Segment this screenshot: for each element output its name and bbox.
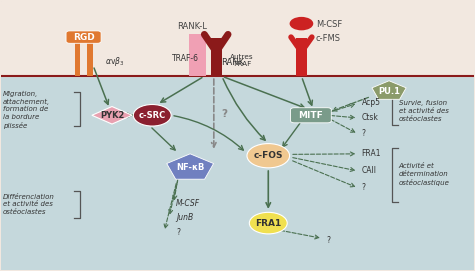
Polygon shape <box>92 107 132 124</box>
Text: Survie, fusion
et activité des
ostéoclastes: Survie, fusion et activité des ostéoclas… <box>399 101 448 122</box>
Text: MITF: MITF <box>298 111 323 120</box>
Text: ?: ? <box>361 183 366 192</box>
FancyBboxPatch shape <box>291 108 331 123</box>
Text: ?: ? <box>176 228 180 237</box>
Text: RANK: RANK <box>221 58 244 67</box>
Text: NF-κB: NF-κB <box>176 163 204 172</box>
Text: Autres
TRAF: Autres TRAF <box>230 53 254 66</box>
Text: TRAF-6: TRAF-6 <box>172 54 199 63</box>
Bar <box>210 38 222 76</box>
Text: ?: ? <box>221 109 227 119</box>
Text: Différenciation
et activité des
ostéoclastes: Différenciation et activité des ostéocla… <box>3 193 55 215</box>
Polygon shape <box>167 154 214 179</box>
Text: CAII: CAII <box>361 166 377 175</box>
Text: RGD: RGD <box>73 33 95 41</box>
Text: M-CSF: M-CSF <box>176 199 200 208</box>
Text: FRA1: FRA1 <box>255 219 281 228</box>
Bar <box>0 1 475 76</box>
Text: M-CSF: M-CSF <box>316 20 342 29</box>
Text: ?: ? <box>361 129 366 138</box>
Text: c-SRC: c-SRC <box>139 111 166 120</box>
Text: Migration,
attachement,
formation de
la bordure
plissée: Migration, attachement, formation de la … <box>3 91 50 129</box>
Bar <box>87 41 93 76</box>
Text: $\alpha$v$\beta_3$: $\alpha$v$\beta_3$ <box>105 55 124 68</box>
Text: Acp5: Acp5 <box>361 98 380 107</box>
Text: c-FMS: c-FMS <box>316 34 341 43</box>
Text: JunB: JunB <box>176 213 193 222</box>
Circle shape <box>249 212 287 234</box>
Text: PYK2: PYK2 <box>100 111 124 120</box>
Text: PU.1: PU.1 <box>378 86 400 95</box>
Circle shape <box>290 17 314 30</box>
Bar <box>189 34 206 76</box>
Bar <box>75 41 80 76</box>
Text: FRA1: FRA1 <box>361 149 381 157</box>
Circle shape <box>133 105 171 126</box>
Circle shape <box>247 144 290 168</box>
Polygon shape <box>372 81 406 99</box>
Text: Activité et
détermination
ostéoclastique: Activité et détermination ostéoclastique <box>399 163 449 186</box>
Text: Ctsk: Ctsk <box>361 113 379 122</box>
FancyBboxPatch shape <box>66 31 101 43</box>
Text: RANK-L: RANK-L <box>178 22 208 31</box>
Bar <box>296 38 307 76</box>
Text: c-FOS: c-FOS <box>254 151 283 160</box>
Text: ?: ? <box>326 235 331 245</box>
